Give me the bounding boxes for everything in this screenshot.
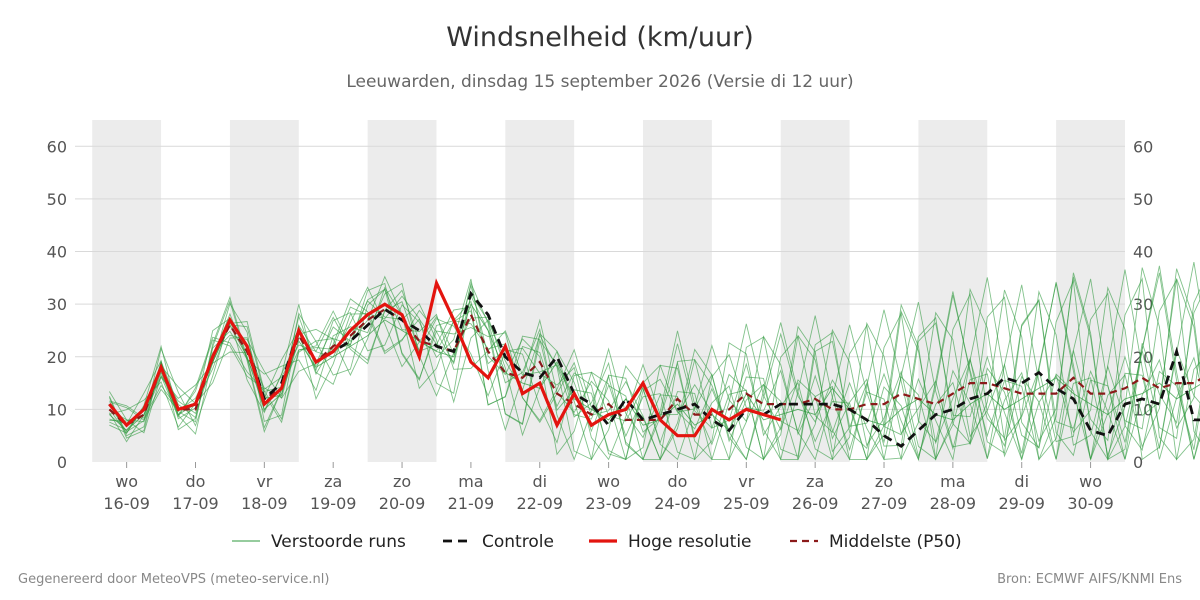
x-tick-date: 20-09 bbox=[379, 494, 426, 513]
x-tick-date: 28-09 bbox=[930, 494, 977, 513]
legend: Verstoorde runs Controle Hoge resolutie Mid… bbox=[232, 532, 962, 552]
day-band bbox=[780, 120, 850, 462]
x-tick-day: zo bbox=[875, 472, 893, 491]
x-tick-date: 22-09 bbox=[517, 494, 564, 513]
footer-source: Bron: ECMWF AIFS/KNMI Ens bbox=[997, 572, 1182, 587]
x-tick-date: 25-09 bbox=[723, 494, 770, 513]
y-tick-label: 0 bbox=[57, 453, 67, 472]
day-band bbox=[918, 120, 988, 462]
legend-label: Hoge resolutie bbox=[628, 532, 752, 552]
hires-line bbox=[108, 278, 782, 438]
x-tick-date: 21-09 bbox=[448, 494, 495, 513]
x-tick-date: 23-09 bbox=[585, 494, 632, 513]
x-tick-day: di bbox=[532, 472, 547, 491]
x-tick-day: za bbox=[324, 472, 342, 491]
y-tick-label: 10 bbox=[1133, 400, 1153, 419]
x-tick-date: 29-09 bbox=[998, 494, 1045, 513]
x-tick-date: 18-09 bbox=[241, 494, 288, 513]
x-tick-day: ma bbox=[458, 472, 483, 491]
x-tick-date: 30-09 bbox=[1067, 494, 1114, 513]
y-tick-label: 30 bbox=[47, 295, 67, 314]
x-axis: wo 16-09 do 17-09 vr 18-09 za 19-09 zo 20-09 ma 21-… bbox=[103, 462, 1114, 513]
chart-subtitle: Leeuwarden, dinsdag 15 september 2026 (V… bbox=[346, 72, 854, 92]
ensemble-line bbox=[109, 272, 1200, 461]
x-tick-day: do bbox=[667, 472, 687, 491]
ensemble-line bbox=[109, 275, 1200, 461]
y-tick-label: 40 bbox=[1133, 243, 1153, 262]
y-tick-label: 10 bbox=[47, 400, 67, 419]
x-tick-day: do bbox=[186, 472, 206, 491]
x-tick-day: di bbox=[1014, 472, 1029, 491]
ensemble-line bbox=[109, 265, 1200, 461]
x-tick-day: vr bbox=[738, 472, 754, 491]
x-tick-day: vr bbox=[256, 472, 272, 491]
legend-label: Controle bbox=[482, 532, 554, 552]
x-tick-day: wo bbox=[597, 472, 620, 491]
x-tick-date: 24-09 bbox=[654, 494, 701, 513]
chart-title: Windsnelheid (km/uur) bbox=[446, 22, 754, 53]
main-lines bbox=[108, 278, 1200, 448]
x-tick-date: 17-09 bbox=[172, 494, 219, 513]
x-tick-date: 19-09 bbox=[310, 494, 357, 513]
x-tick-day: wo bbox=[115, 472, 138, 491]
y-tick-label: 60 bbox=[1133, 137, 1153, 156]
y-axis-left: 0 10 20 30 40 50 60 bbox=[47, 137, 67, 472]
y-tick-label: 50 bbox=[1133, 190, 1153, 209]
y-tick-label: 60 bbox=[47, 137, 67, 156]
x-tick-date: 26-09 bbox=[792, 494, 839, 513]
x-tick-date: 16-09 bbox=[103, 494, 150, 513]
y-tick-label: 0 bbox=[1133, 453, 1143, 472]
x-tick-day: zo bbox=[393, 472, 411, 491]
y-tick-label: 40 bbox=[47, 243, 67, 262]
y-tick-label: 20 bbox=[47, 348, 67, 367]
x-tick-day: za bbox=[806, 472, 824, 491]
x-tick-day: wo bbox=[1079, 472, 1102, 491]
y-tick-label: 50 bbox=[47, 190, 67, 209]
footer-generated-by: Gegenereerd door MeteoVPS (meteo-service… bbox=[18, 572, 330, 587]
legend-label: Middelste (P50) bbox=[829, 532, 962, 552]
x-tick-date: 27-09 bbox=[861, 494, 908, 513]
legend-label: Verstoorde runs bbox=[271, 532, 406, 552]
x-tick-day: ma bbox=[940, 472, 965, 491]
ensemble-line bbox=[109, 277, 1200, 461]
